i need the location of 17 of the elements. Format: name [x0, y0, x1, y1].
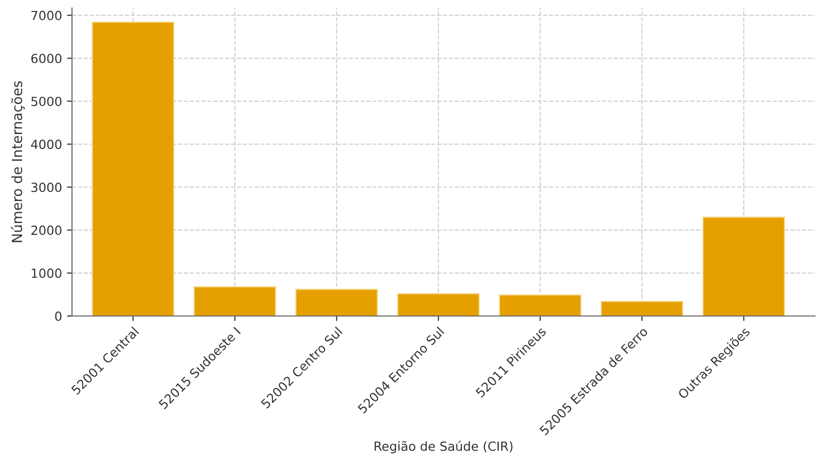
y-tick-label: 3000: [31, 182, 62, 192]
x-axis-title: Região de Saúde (CIR): [374, 440, 512, 454]
bar: [702, 216, 786, 316]
bar: [600, 300, 684, 316]
bar: [498, 294, 582, 316]
y-tick-label: 7000: [31, 10, 62, 20]
bar: [194, 286, 276, 316]
y-tick-label: 1000: [32, 268, 62, 278]
y-axis-title: Número de Internações: [10, 81, 25, 242]
bar: [295, 288, 378, 316]
y-tick-label: 4000: [31, 140, 62, 150]
bar: [92, 22, 174, 316]
y-tick-label: 6000: [31, 54, 62, 64]
y-tick-label: 2000: [31, 226, 62, 236]
y-tick-label: 0: [55, 311, 62, 321]
bar: [397, 293, 480, 316]
y-tick-label: 5000: [31, 96, 62, 106]
